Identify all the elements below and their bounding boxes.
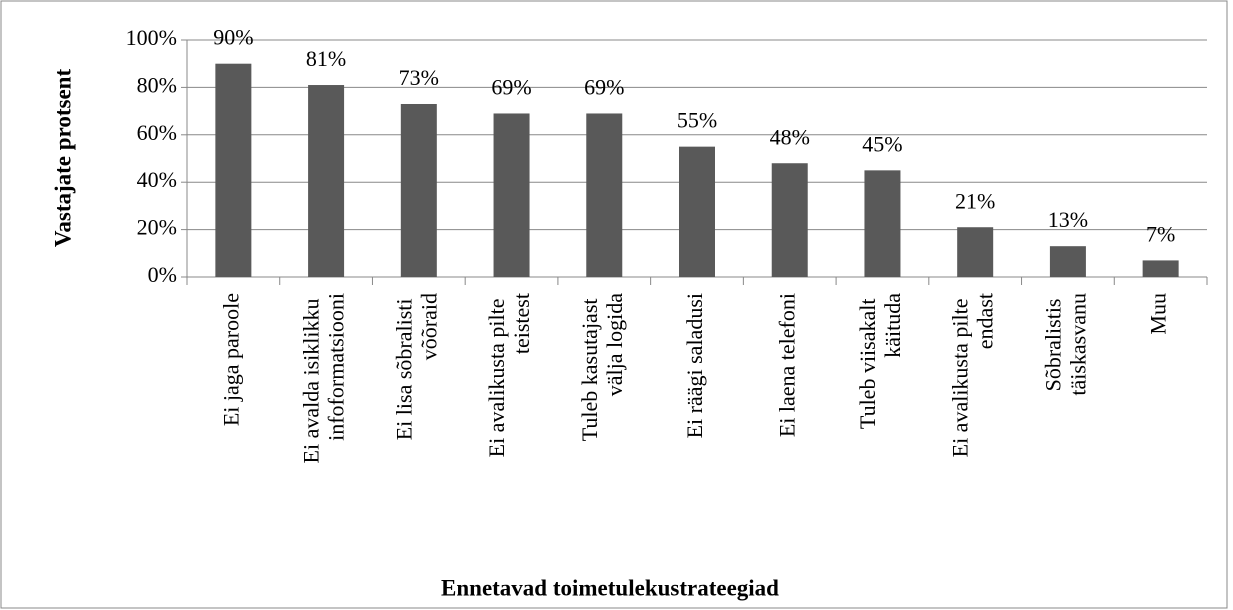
x-axis-title: Ennetavad toimetulekustrateegiad (441, 575, 779, 600)
data-label: 13% (1048, 207, 1088, 232)
y-tick-label: 60% (137, 120, 177, 145)
data-label: 90% (213, 25, 253, 50)
data-label: 81% (306, 46, 346, 71)
y-tick-label: 20% (137, 215, 177, 240)
x-tick-label: Tuleb kasutajast välja logida (577, 293, 627, 442)
bar (400, 103, 437, 278)
data-label: 7% (1146, 221, 1175, 246)
bar (864, 170, 901, 277)
y-tick-label: 40% (137, 167, 177, 192)
x-tick-label: Ei avalikusta pilte teistest (484, 293, 534, 457)
bar (1049, 246, 1086, 277)
bar (586, 113, 623, 277)
x-tick-label: Ei avalikusta pilte endast (948, 293, 998, 457)
x-tick-label: Sõbralistis täiskasvanu (1040, 293, 1090, 396)
x-tick-label: Ei avalda isiklikku infoformatsiooni (299, 293, 349, 463)
bar (308, 85, 345, 277)
bar (957, 227, 994, 277)
data-label: 21% (955, 188, 995, 213)
data-label: 45% (862, 131, 902, 156)
x-tick-label: Ei jaga paroole (218, 293, 243, 426)
bar (215, 63, 252, 278)
data-label: 48% (770, 124, 810, 149)
bar (1142, 260, 1179, 277)
x-tick-label: Tuleb viisakalt käituda (855, 293, 905, 429)
y-tick-label: 100% (126, 25, 177, 50)
y-tick-label: 80% (137, 72, 177, 97)
bar (679, 146, 715, 277)
bar (771, 163, 808, 277)
x-tick-label: Ei laena telefoni (775, 293, 800, 437)
x-tick-label: Muu (1146, 293, 1171, 335)
data-label: 69% (491, 75, 531, 100)
data-label: 73% (399, 65, 439, 90)
x-tick-label: Ei lisa sõbralisti võõraid (391, 293, 441, 440)
x-tick-label: Ei räägi saladusi (682, 293, 707, 438)
y-axis-title: Vastajate protsent (50, 69, 75, 248)
y-tick-label: 0% (148, 262, 177, 287)
data-label: 55% (677, 108, 717, 133)
data-label: 69% (584, 75, 624, 100)
bar (493, 113, 530, 277)
